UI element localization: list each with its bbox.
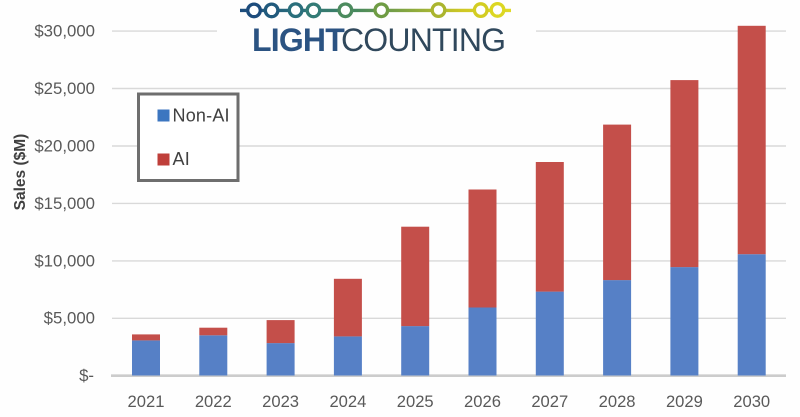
svg-text:2029: 2029 <box>666 392 703 411</box>
svg-text:2026: 2026 <box>464 392 501 411</box>
svg-text:$25,000: $25,000 <box>34 79 95 98</box>
svg-text:COUNTING: COUNTING <box>341 22 505 58</box>
svg-text:$5,000: $5,000 <box>44 309 95 328</box>
svg-text:Sales ($M): Sales ($M) <box>12 134 29 211</box>
svg-text:2028: 2028 <box>599 392 636 411</box>
svg-text:2030: 2030 <box>733 392 770 411</box>
svg-text:AI: AI <box>173 149 190 169</box>
svg-text:$15,000: $15,000 <box>34 194 95 213</box>
svg-text:2021: 2021 <box>128 392 165 411</box>
svg-text:Non-AI: Non-AI <box>173 106 230 126</box>
svg-text:2023: 2023 <box>262 392 299 411</box>
svg-text:$10,000: $10,000 <box>34 251 95 270</box>
svg-text:$-: $- <box>79 366 94 385</box>
svg-text:2022: 2022 <box>195 392 232 411</box>
svg-text:2024: 2024 <box>329 392 366 411</box>
svg-text:2027: 2027 <box>531 392 568 411</box>
svg-text:LIGHT: LIGHT <box>252 22 345 58</box>
svg-text:$20,000: $20,000 <box>34 136 95 155</box>
svg-text:$30,000: $30,000 <box>34 22 95 41</box>
svg-text:2025: 2025 <box>397 392 434 411</box>
